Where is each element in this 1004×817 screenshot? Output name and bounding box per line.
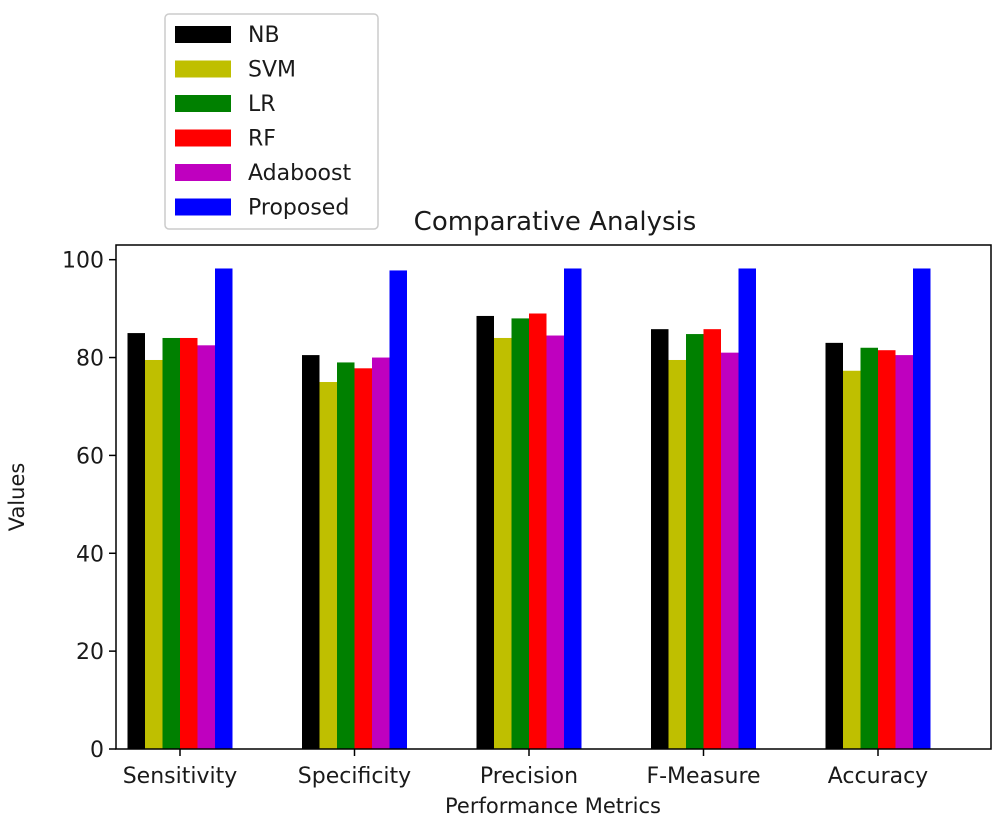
bar-nb-precision [476, 315, 494, 749]
y-tick-label: 100 [62, 249, 104, 274]
legend-label-rf: RF [248, 127, 276, 152]
bar-adaboost-accuracy [895, 355, 913, 749]
bar-svm-accuracy [843, 370, 861, 749]
bar-rf-sensitivity [180, 337, 198, 749]
chart-title: Comparative Analysis [414, 207, 697, 237]
bar-proposed-sensitivity [215, 268, 233, 749]
bar-rf-specificity [354, 368, 372, 749]
bar-lr-precision [511, 318, 529, 749]
bar-proposed-f-measure [738, 268, 756, 749]
x-tick-label: F-Measure [646, 764, 760, 789]
bar-nb-f-measure [651, 329, 669, 749]
bar-adaboost-specificity [372, 357, 390, 749]
y-axis: 0 20 40 60 80 100 [62, 249, 116, 763]
legend-swatch-rf [175, 129, 231, 147]
bar-nb-specificity [302, 355, 320, 749]
legend-label-lr: LR [248, 92, 276, 117]
bar-adaboost-f-measure [721, 352, 739, 749]
x-tick-label: Specificity [298, 764, 411, 789]
legend-label-svm: SVM [248, 58, 296, 83]
bar-nb-sensitivity [127, 333, 145, 749]
bar-nb-accuracy [825, 342, 843, 749]
bar-adaboost-precision [546, 335, 564, 749]
y-tick-label: 20 [76, 640, 104, 665]
y-tick-label: 80 [76, 347, 104, 372]
bar-lr-sensitivity [162, 337, 180, 749]
bars-group [127, 268, 931, 749]
legend-swatch-proposed [175, 198, 231, 216]
bar-proposed-accuracy [913, 268, 931, 749]
legend-swatch-lr [175, 95, 231, 112]
bar-lr-accuracy [860, 347, 878, 749]
legend-swatch-adaboost [175, 164, 231, 181]
legend-label-adaboost: Adaboost [248, 161, 351, 186]
y-axis-title: Values [5, 463, 29, 532]
bar-lr-specificity [337, 362, 355, 749]
bar-lr-f-measure [686, 334, 704, 749]
x-tick-label: Precision [480, 764, 578, 789]
bar-proposed-specificity [389, 270, 407, 749]
legend-label-proposed: Proposed [248, 196, 349, 221]
bar-adaboost-sensitivity [197, 345, 215, 749]
bar-svm-specificity [319, 382, 337, 749]
y-tick-label: 40 [76, 542, 104, 567]
bar-svm-precision [494, 337, 512, 749]
bar-rf-accuracy [878, 350, 896, 749]
x-axis: Sensitivity Specificity Precision F-Measure… [123, 749, 928, 789]
bar-svm-f-measure [668, 359, 686, 749]
legend-swatch-nb [175, 26, 231, 43]
x-axis-title: Performance Metrics [445, 794, 661, 817]
legend-swatch-svm [175, 60, 231, 78]
legend-label-nb: NB [248, 23, 280, 48]
legend: NB SVM LR RF Adaboost Proposed [164, 13, 379, 230]
bar-proposed-precision [564, 268, 582, 749]
bar-rf-precision [529, 313, 547, 749]
x-tick-label: Sensitivity [123, 764, 238, 789]
bar-svm-sensitivity [145, 359, 163, 749]
bar-rf-f-measure [703, 329, 721, 749]
x-tick-label: Accuracy [828, 764, 928, 789]
plot-frame [115, 244, 992, 750]
y-tick-label: 0 [90, 738, 104, 763]
y-tick-label: 60 [76, 444, 104, 469]
